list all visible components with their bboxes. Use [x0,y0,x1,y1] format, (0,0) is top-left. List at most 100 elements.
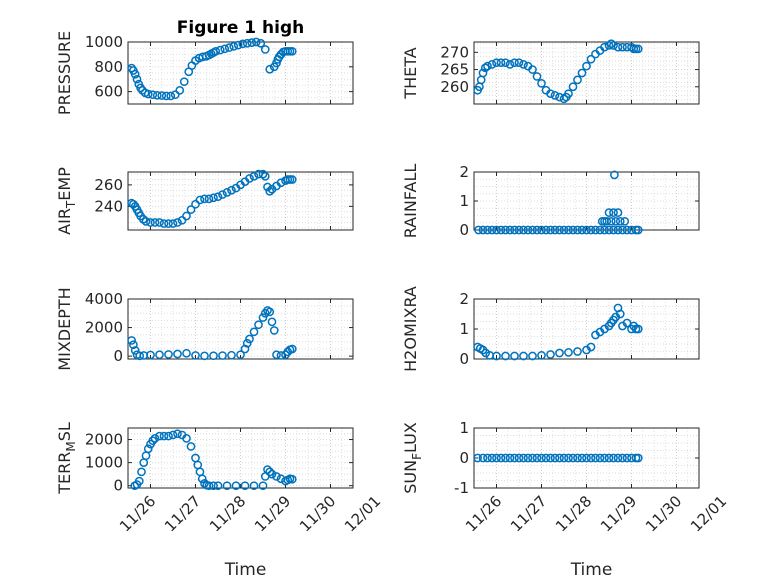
data-point [478,453,488,463]
y-tick-label: 240 [94,197,123,215]
data-point [519,225,528,235]
data-point [604,41,614,50]
data-point [159,431,169,441]
data-point [602,216,612,226]
data-point [173,429,182,439]
data-point [532,72,542,81]
data-point [541,225,551,235]
data-point [564,453,573,463]
data-point [229,41,239,51]
data-point [220,44,230,54]
data-point [164,219,173,228]
data-point [609,208,618,217]
y-axis-label: PRESSURE [55,31,74,115]
data-point [492,58,501,68]
data-point [573,347,582,356]
chart-title: Figure 1 high [177,18,305,38]
data-point [582,225,591,235]
data-point [615,309,625,319]
data-point [159,219,169,228]
data-point [564,348,573,357]
data-point [137,467,146,477]
data-point [591,225,600,235]
x-tick-label: 12/01 [341,492,384,535]
data-point [143,444,153,454]
data-point [528,65,537,74]
x-tick-label: 12/01 [687,492,730,535]
data-point [132,74,142,84]
data-point [510,453,519,463]
data-point [269,326,279,335]
data-point [152,90,162,100]
data-point [170,90,180,100]
data-point [287,46,297,56]
data-point [200,351,209,361]
data-point [267,317,277,327]
data-point [146,350,155,360]
data-point [276,351,286,360]
data-point [613,42,623,52]
subplot-8: -1 0 1 11/26 11/27 11/28 11/29 11/30 12/01 SUNFLU… [401,419,730,580]
data-point [260,171,270,181]
data-point [245,174,254,183]
data-point [622,225,632,235]
data-point [622,453,632,463]
y-tick-label: 0 [459,350,469,368]
data-point [213,192,223,202]
data-point [586,342,596,352]
data-point [182,348,191,358]
data-point [537,225,546,235]
data-point [265,307,275,317]
y-tick-label: 2000 [85,431,123,449]
x-tick-label: 11/27 [161,492,204,535]
y-tick-label: 270 [440,43,469,61]
data-point [609,41,618,50]
data-point [249,327,259,337]
data-point [209,351,218,361]
data-point [546,350,555,359]
data-point [618,225,627,235]
data-point [483,61,492,71]
data-point [613,225,623,235]
data-point [148,90,158,100]
data-point [528,225,537,235]
data-point [141,451,151,461]
data-point [173,349,182,359]
data-point [258,313,268,322]
data-point [550,453,560,463]
data-point [573,75,582,85]
data-point [510,58,519,68]
data-point [204,481,214,491]
data-point [222,188,232,197]
y-tick-label: 1000 [85,33,123,51]
data-point [514,58,524,68]
data-point [276,178,286,188]
data-point [182,211,191,221]
data-point [510,351,519,361]
y-tick-label: 800 [94,58,123,76]
data-point [618,453,627,463]
data-point [532,453,542,463]
data-point [501,225,510,235]
data-point [546,89,555,99]
y-tick-label: 4000 [85,290,123,308]
data-point [514,225,524,235]
data-point [483,225,492,235]
data-point [501,453,510,463]
data-point [177,215,187,225]
data-point [200,194,209,204]
data-point [586,54,596,64]
data-point [555,348,564,358]
data-point [249,481,259,491]
data-point [130,346,140,355]
data-point [633,225,643,235]
data-point [173,218,182,227]
data-point [505,225,515,235]
data-point [501,351,510,361]
data-point [582,453,591,463]
data-point [496,453,506,463]
data-point [600,225,609,235]
data-point [197,474,207,484]
subplot-7: 0 1000 2000 11/26 11/27 11/28 11/29 11/30 12/01 T… [55,422,384,580]
data-point [263,465,272,474]
